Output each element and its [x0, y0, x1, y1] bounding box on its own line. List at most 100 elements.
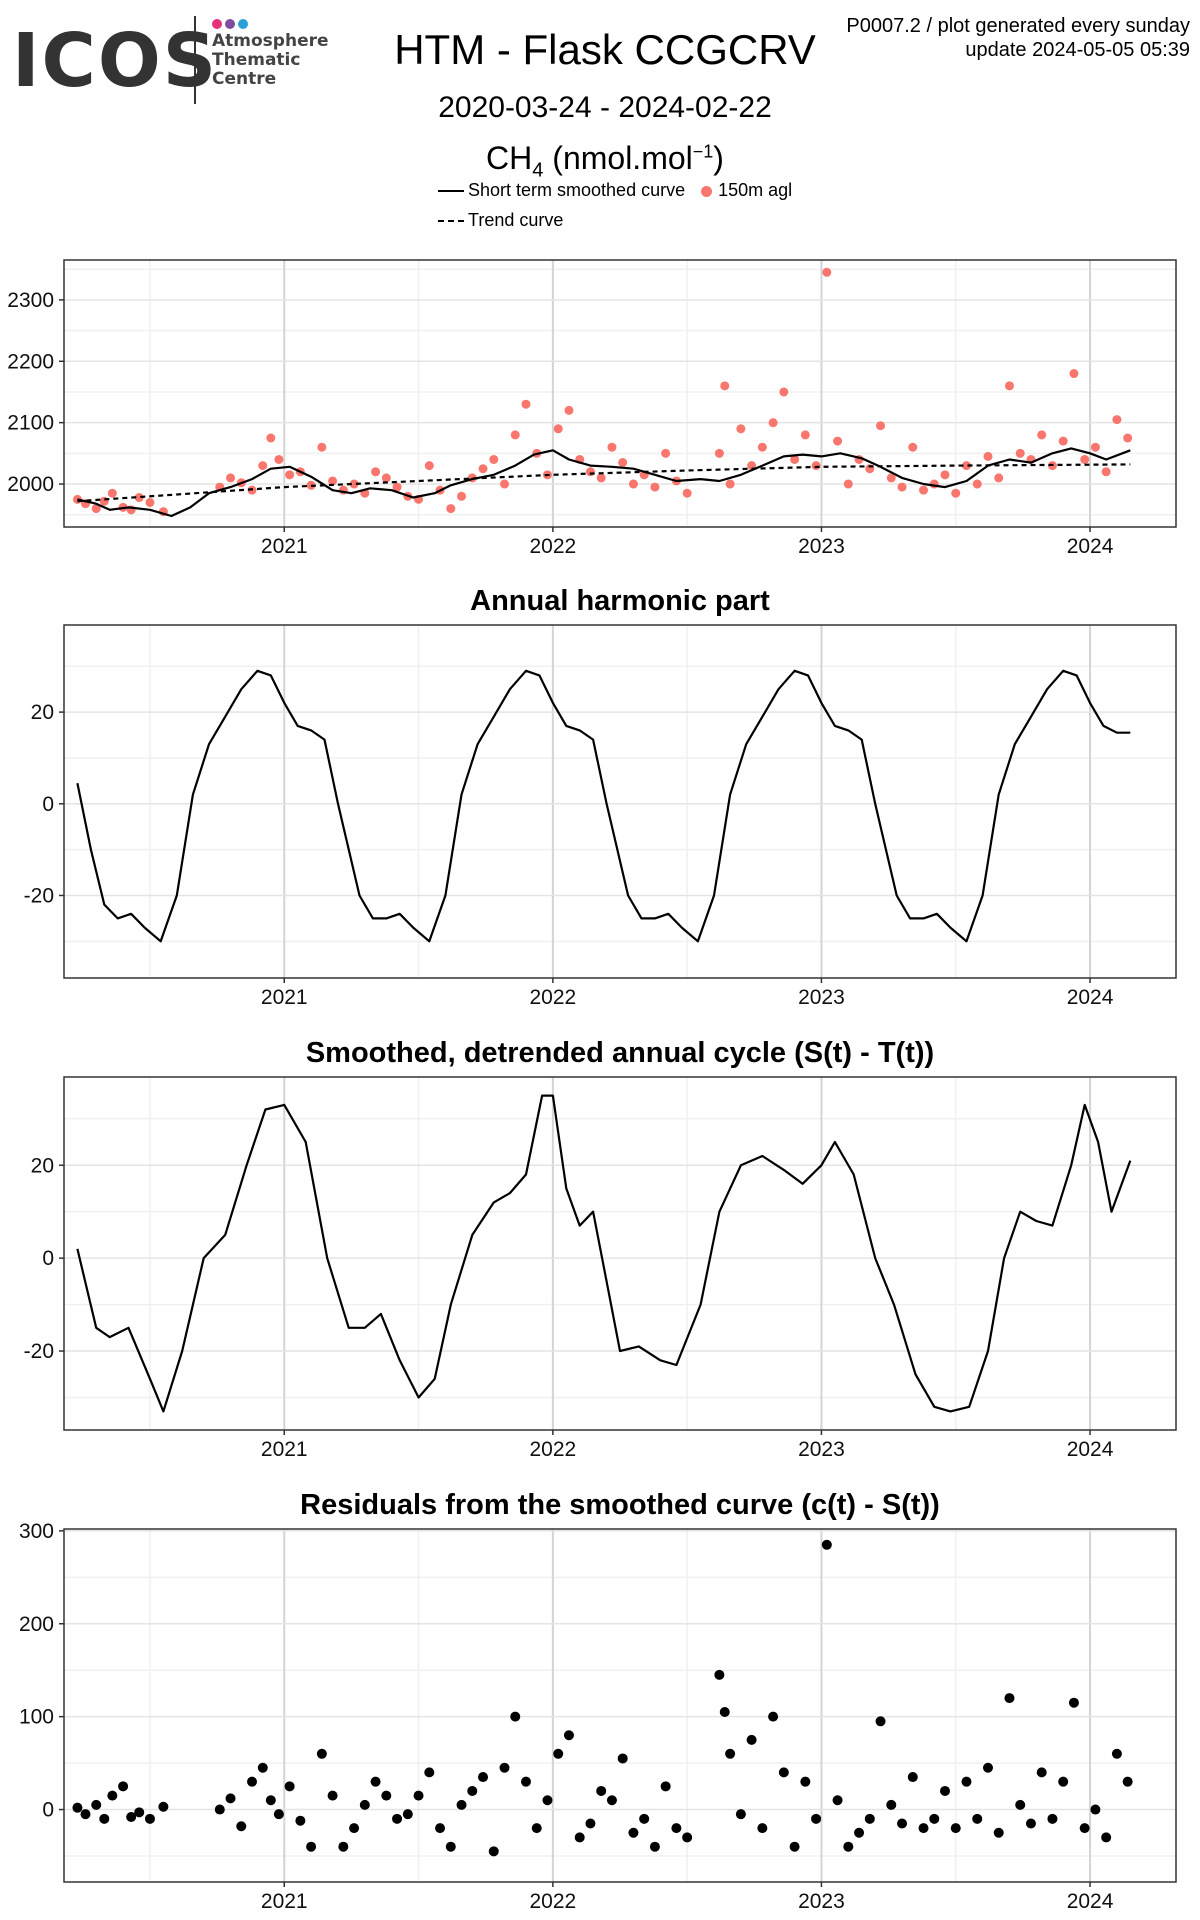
data-point: [1079, 1823, 1090, 1834]
data-point: [328, 476, 338, 486]
data-point: [435, 1823, 446, 1834]
species-name: CH: [486, 140, 533, 176]
data-point: [531, 1823, 542, 1834]
data-point: [126, 1811, 137, 1822]
data-point: [951, 488, 961, 498]
data-point: [650, 482, 660, 492]
data-point: [553, 424, 563, 434]
icos-logo: ICOS: [12, 18, 219, 104]
x-tick-label: 2023: [798, 986, 845, 1009]
data-point: [982, 1762, 993, 1773]
data-point: [1080, 454, 1090, 464]
data-point: [306, 1841, 317, 1852]
data-point: [349, 1823, 360, 1834]
data-point: [489, 454, 499, 464]
chart-panel: 2021 2022 2023 2024 0 100 200 300 Residuals from…: [19, 1489, 1177, 1913]
data-point: [499, 1762, 510, 1773]
data-point: [768, 1711, 779, 1722]
legend-points-label: 150m agl: [718, 180, 793, 200]
x-tick-label: 2022: [529, 986, 576, 1009]
data-point: [392, 1813, 403, 1824]
x-tick-label: 2024: [1067, 986, 1114, 1009]
data-point: [1058, 1776, 1069, 1787]
data-point: [284, 1781, 295, 1792]
data-point: [1068, 1697, 1079, 1708]
data-point: [226, 473, 236, 483]
data-point: [875, 1716, 886, 1727]
data-point: [993, 1827, 1004, 1838]
logo-dots-icon: [212, 16, 251, 34]
x-tick-label: 2021: [261, 1438, 308, 1461]
y-tick-label: 200: [19, 1613, 54, 1636]
data-point: [714, 1669, 725, 1680]
data-point: [768, 418, 778, 428]
y-tick-label: -20: [24, 884, 54, 907]
data-point: [886, 1799, 897, 1810]
data-point: [918, 1823, 929, 1834]
data-point: [107, 1790, 118, 1801]
y-tick-label: 300: [19, 1520, 54, 1543]
data-point: [392, 482, 402, 492]
data-point: [617, 1753, 628, 1764]
data-point: [457, 491, 467, 501]
data-point: [445, 1841, 456, 1852]
data-point: [950, 1823, 961, 1834]
data-point: [521, 399, 531, 409]
data-point: [1090, 1804, 1101, 1815]
data-point: [266, 433, 276, 443]
data-point: [607, 442, 617, 452]
data-point: [789, 1841, 800, 1852]
data-point: [327, 1790, 338, 1801]
data-point: [1015, 1799, 1026, 1810]
y-tick-label: 100: [19, 1706, 54, 1729]
data-point: [822, 267, 832, 277]
data-point: [424, 1767, 435, 1778]
y-tick-label: 2000: [7, 473, 54, 496]
x-tick-label: 2023: [798, 535, 845, 558]
data-point: [520, 1776, 531, 1787]
chart-panel: 2021 2022 2023 2024 -20 0 20 Annual harmonic pa…: [24, 585, 1177, 1009]
data-point: [1112, 415, 1122, 425]
logo-divider: [194, 16, 196, 104]
data-point: [908, 442, 918, 452]
data-point: [821, 1539, 832, 1550]
data-point: [144, 1813, 155, 1824]
data-point: [99, 1813, 110, 1824]
data-point: [649, 1841, 660, 1852]
y-tick-label: 0: [42, 1247, 54, 1270]
data-point: [338, 1841, 349, 1852]
data-point: [628, 1827, 639, 1838]
data-point: [1122, 1776, 1133, 1787]
x-tick-label: 2024: [1067, 1890, 1114, 1913]
data-point: [585, 1818, 596, 1829]
data-point: [1004, 1693, 1015, 1704]
data-point: [371, 467, 381, 477]
data-point: [714, 448, 724, 458]
data-point: [833, 436, 843, 446]
data-point: [735, 1809, 746, 1820]
data-point: [134, 493, 144, 503]
data-point: [876, 421, 886, 431]
data-point: [746, 1734, 757, 1745]
data-point: [91, 504, 101, 514]
logo-subtitle: Atmosphere Thematic Centre: [212, 32, 352, 89]
series-line: [77, 447, 1131, 518]
y-tick-label: 20: [31, 701, 54, 724]
y-tick-label: -20: [24, 1340, 54, 1363]
panel-border: [63, 1076, 1177, 1431]
data-point: [661, 448, 671, 458]
data-point: [757, 1823, 768, 1834]
data-point: [961, 1776, 972, 1787]
data-point: [1036, 1767, 1047, 1778]
data-point: [660, 1781, 671, 1792]
data-point: [725, 1748, 736, 1759]
panel-border: [63, 259, 1177, 528]
species-unit: (nmol.mol: [543, 140, 693, 176]
y-tick-label: 2300: [7, 289, 54, 312]
data-point: [542, 1795, 553, 1806]
data-point: [940, 1785, 951, 1796]
data-point: [864, 1813, 875, 1824]
data-point: [736, 424, 746, 434]
